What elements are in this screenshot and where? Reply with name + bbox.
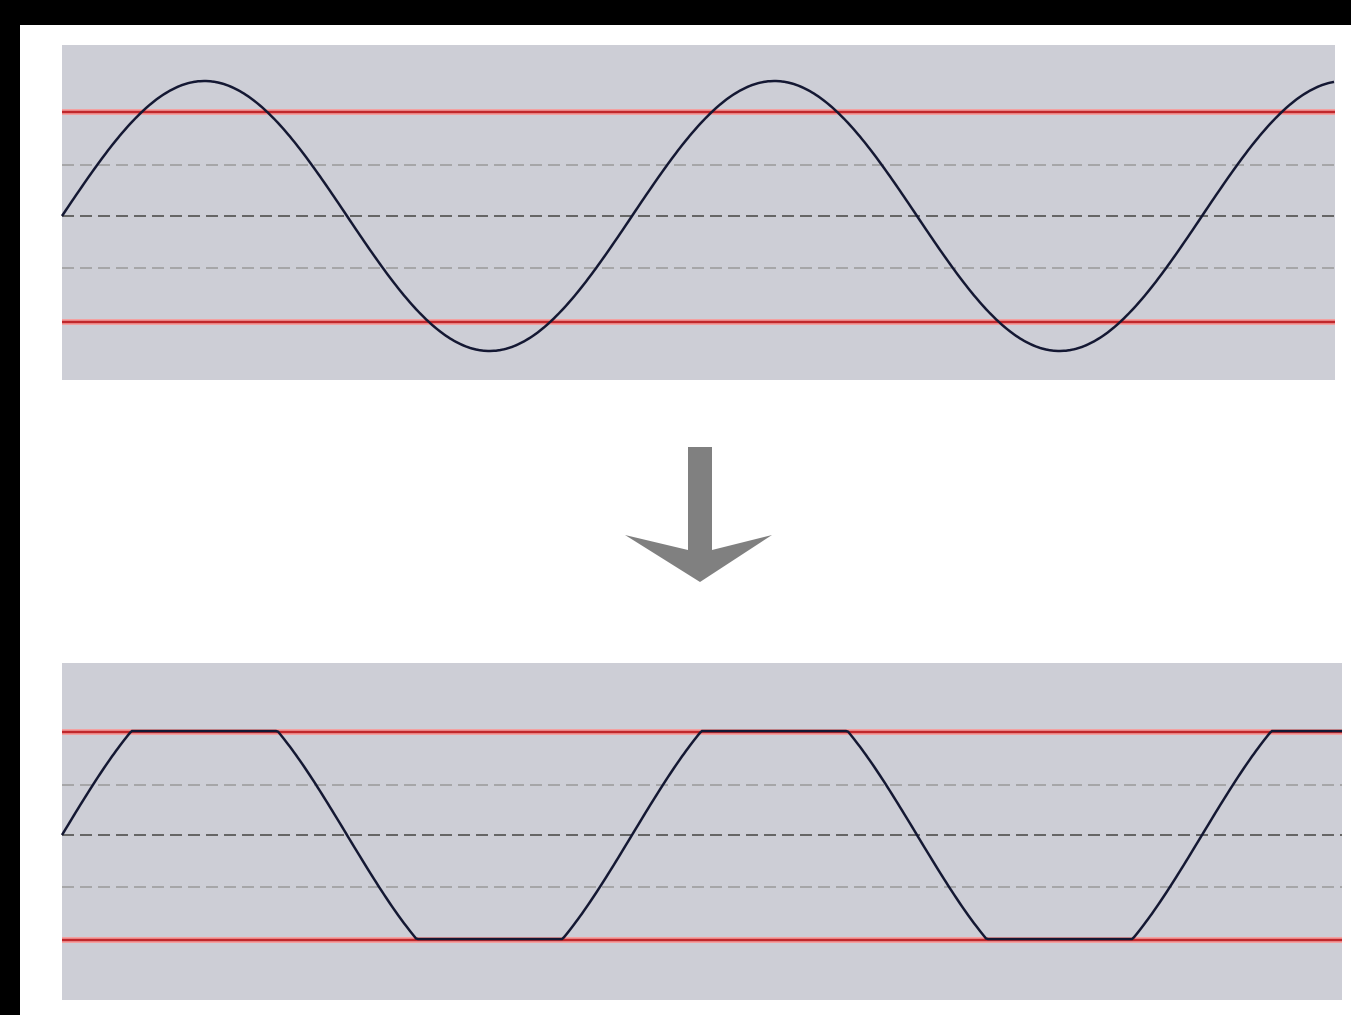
panel-background: [62, 45, 1335, 380]
original-panel: [60, 45, 1335, 380]
panel-background: [62, 663, 1342, 1000]
sine-wave: [60, 79, 1335, 353]
arrow: [625, 447, 772, 582]
clipped-wave: [60, 729, 1342, 941]
clipped-panel: [60, 663, 1342, 1000]
